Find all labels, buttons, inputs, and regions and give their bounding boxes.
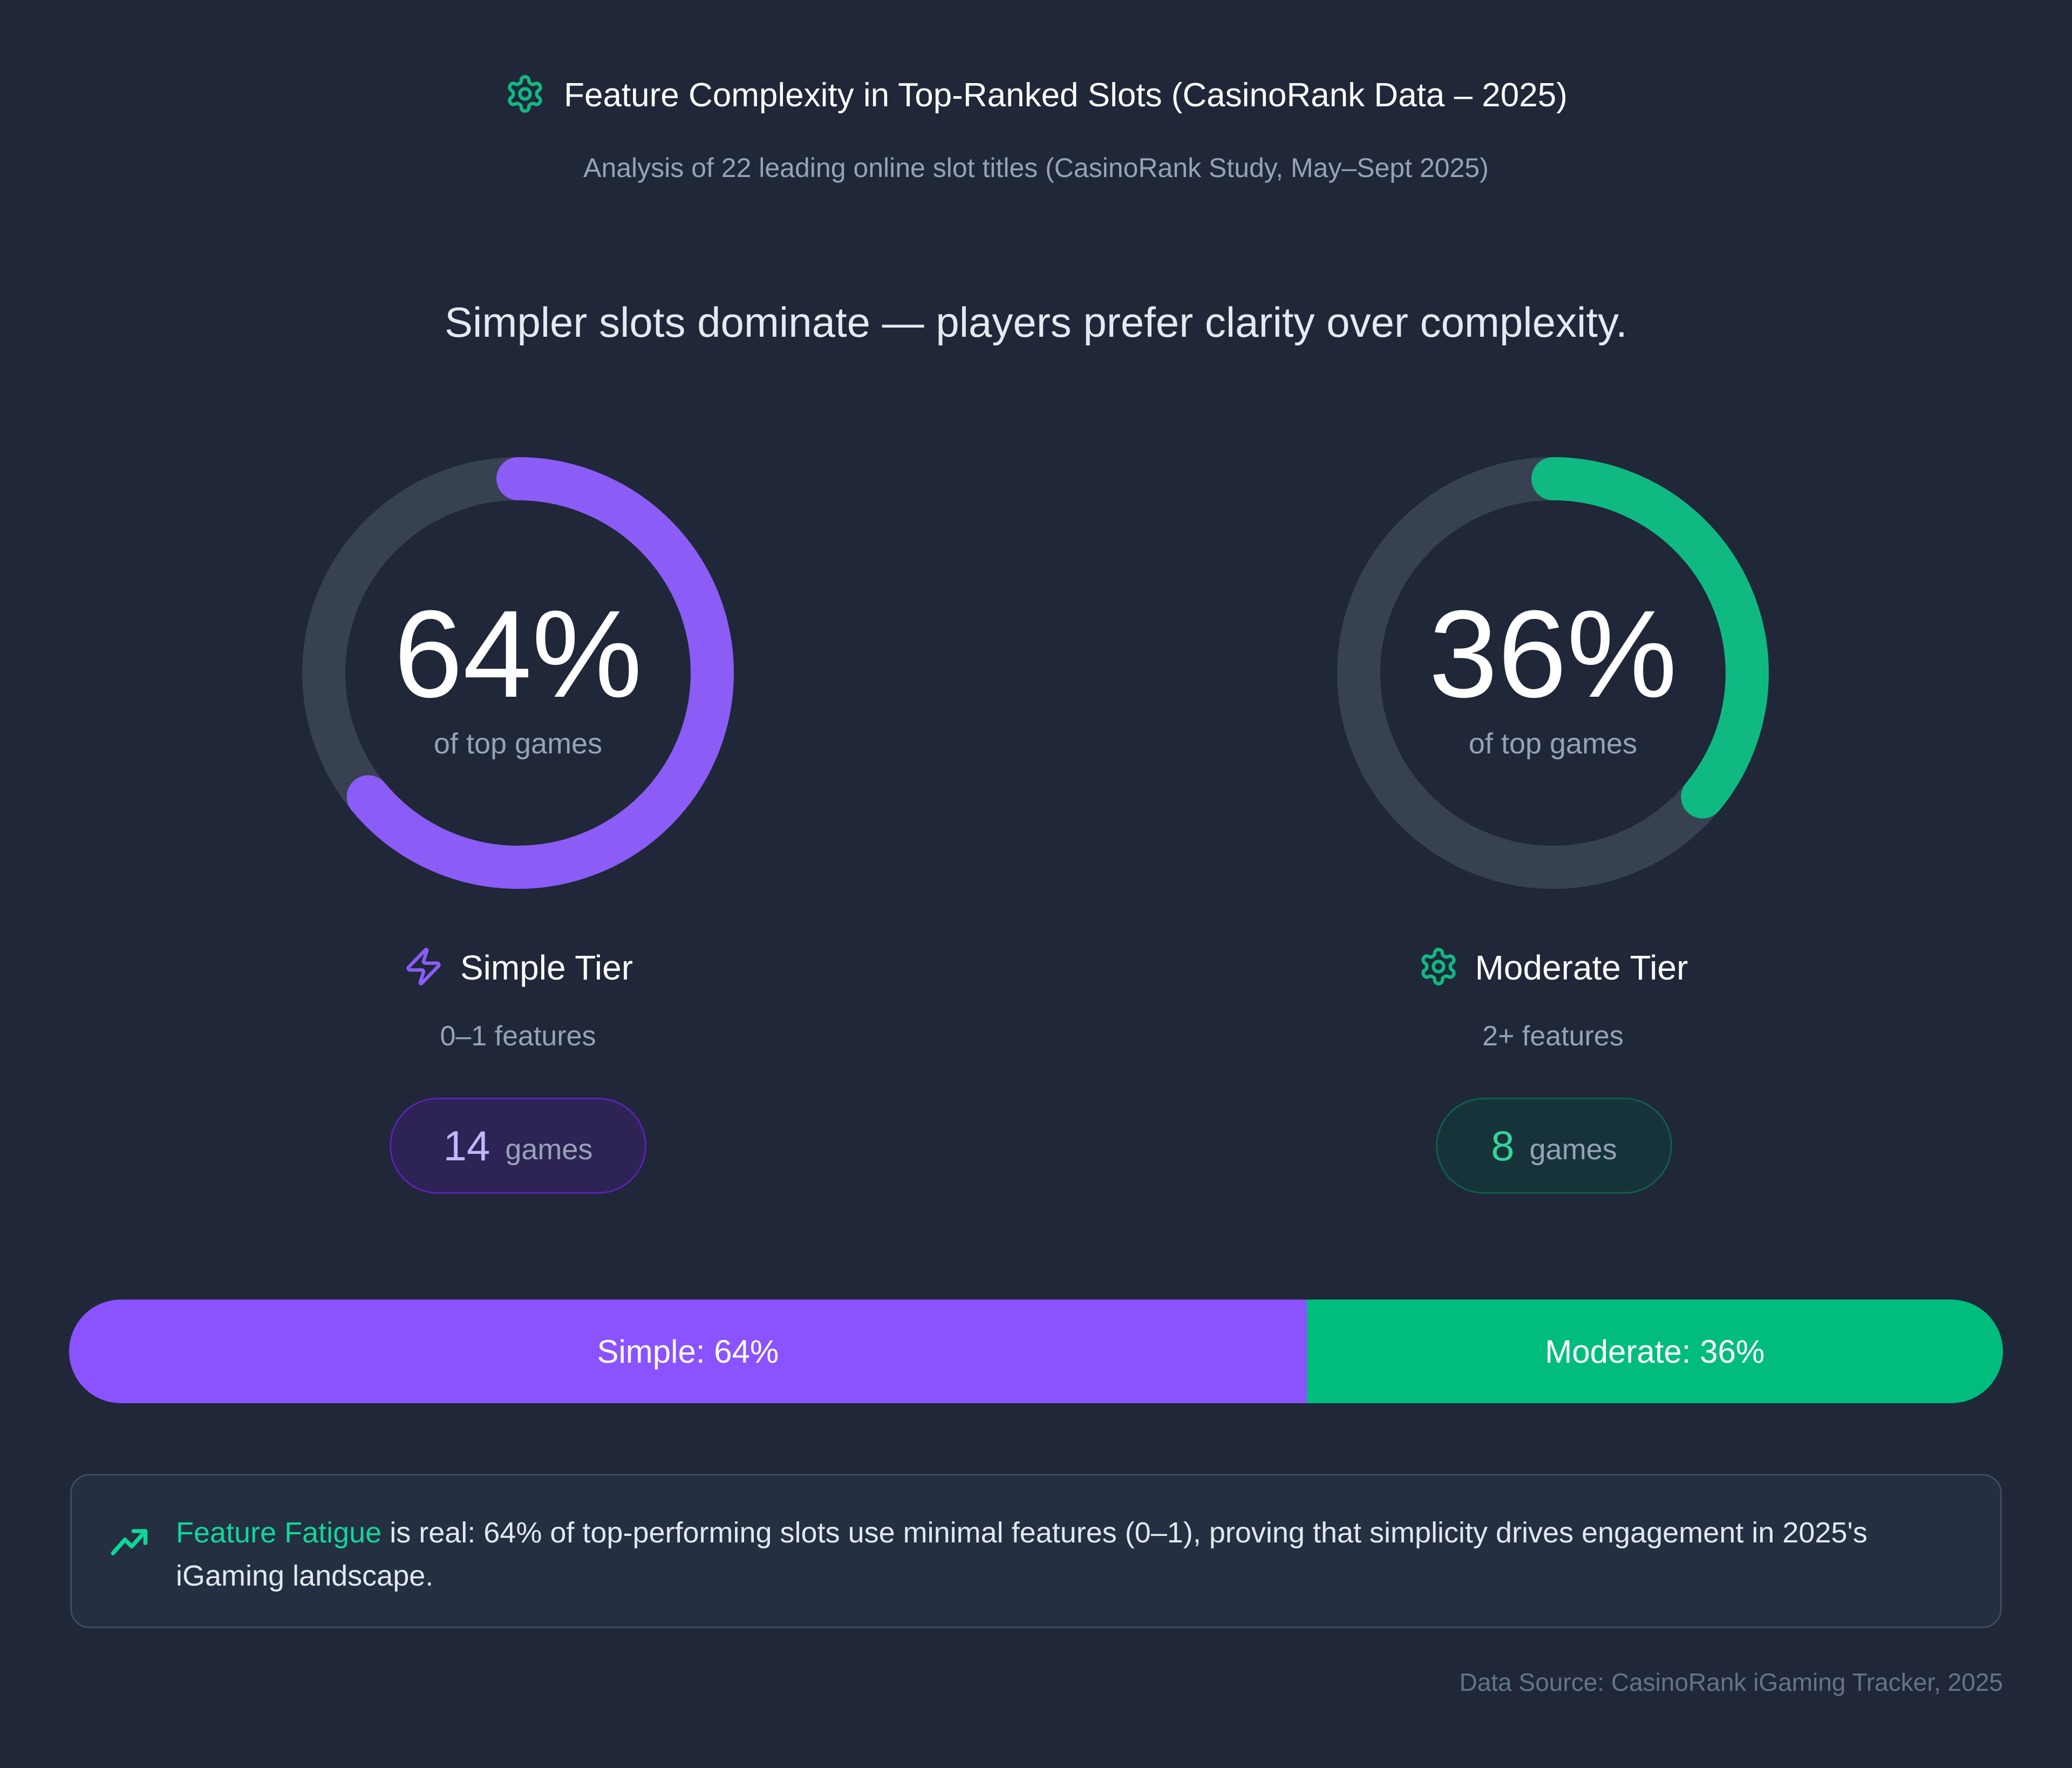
moderate-count-badge: 8 games xyxy=(1436,1098,1672,1194)
insight-highlight: Feature Fatigue xyxy=(176,1517,382,1549)
simple-count: 14 xyxy=(443,1121,490,1169)
tier-simple: Simple Tier 0–1 features xyxy=(248,943,788,1052)
trending-up-icon xyxy=(110,1525,151,1560)
tier-simple-name: Simple Tier xyxy=(460,948,633,987)
moderate-count-unit: games xyxy=(1529,1133,1617,1166)
tier-simple-features: 0–1 features xyxy=(440,1021,596,1052)
gear-icon xyxy=(1418,946,1459,990)
simple-count-badge: 14 games xyxy=(390,1098,646,1194)
donut-moderate-percent: 36% xyxy=(1428,584,1678,723)
headline: Simpler slots dominate — players prefer … xyxy=(445,298,1627,346)
gear-icon xyxy=(505,73,546,117)
moderate-count: 8 xyxy=(1491,1121,1515,1169)
donut-moderate-ring xyxy=(1337,457,1769,889)
split-bar-moderate-label: Moderate: 36% xyxy=(1545,1333,1765,1370)
split-bar: Simple: 64% Moderate: 36% xyxy=(69,1300,2003,1403)
donut-moderate-sublabel: of top games xyxy=(1468,727,1638,760)
donut-simple-sublabel: of top games xyxy=(433,727,603,760)
chart-title: Feature Complexity in Top-Ranked Slots (… xyxy=(564,77,1567,114)
lightning-icon xyxy=(403,945,444,991)
chart-subtitle: Analysis of 22 leading online slot title… xyxy=(583,153,1489,183)
data-source: Data Source: CasinoRank iGaming Tracker,… xyxy=(1459,1668,2003,1696)
donut-simple-percent: 64% xyxy=(393,584,643,723)
insight-text: Feature Fatigue is real: 64% of top-perf… xyxy=(176,1511,1957,1597)
chart-title-row: Feature Complexity in Top-Ranked Slots (… xyxy=(0,73,2072,117)
donut-simple-ring xyxy=(302,457,734,889)
tier-moderate: Moderate Tier 2+ features xyxy=(1283,943,1823,1052)
tier-moderate-name: Moderate Tier xyxy=(1475,948,1688,987)
donut-simple: 64% of top games xyxy=(302,457,734,889)
split-bar-simple-label: Simple: 64% xyxy=(597,1333,779,1370)
split-bar-simple: Simple: 64% xyxy=(69,1300,1307,1403)
insight-callout: Feature Fatigue is real: 64% of top-perf… xyxy=(70,1474,2002,1628)
tier-moderate-features: 2+ features xyxy=(1482,1021,1624,1052)
insight-body: is real: 64% of top-performing slots use… xyxy=(176,1517,1867,1592)
donut-moderate: 36% of top games xyxy=(1337,457,1769,889)
simple-count-unit: games xyxy=(505,1133,593,1166)
split-bar-moderate: Moderate: 36% xyxy=(1306,1300,2003,1403)
